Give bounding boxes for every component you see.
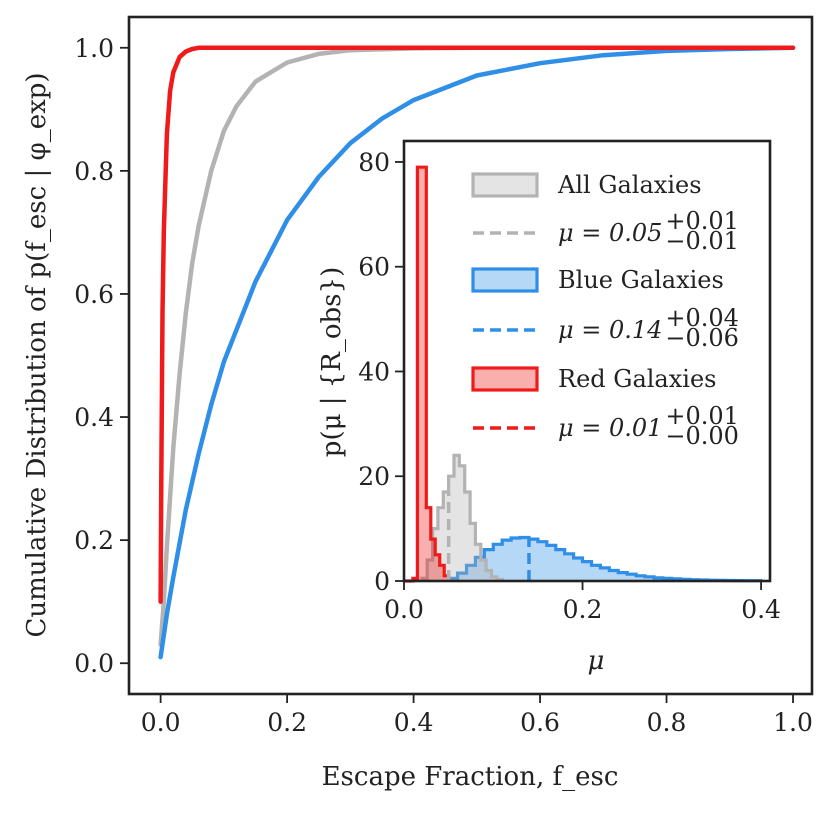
legend-item-1-label: μ = 0.05 <box>558 219 662 247</box>
cdf-curve-blue-galaxies <box>158 45 796 660</box>
main-x-tick-label: 0.8 <box>647 708 687 737</box>
main-y-tick-label: 0.0 <box>74 649 114 678</box>
legend-item-5-label: μ = 0.01 <box>558 414 662 442</box>
inset-x-axis-label: μ <box>588 646 605 676</box>
main-y-axis-label: Cumulative Distribution of p(f_esc | φ_e… <box>22 72 52 637</box>
cdf-curves <box>158 45 796 660</box>
legend-item-1-mu: μ = 0.05 <box>558 219 662 247</box>
legend-item-3-sub: −0.06 <box>665 324 739 352</box>
main-x-ticks: 0.0 0.2 0.4 0.6 0.8 1.0 <box>141 694 813 737</box>
main-x-tick-label: 0.0 <box>141 708 181 737</box>
legend-item-3-label: μ = 0.14 <box>558 316 662 344</box>
inset-histograms <box>404 165 763 583</box>
cdf-curve-red-galaxies <box>158 45 796 604</box>
legend-item-4-label: Red Galaxies <box>558 365 716 393</box>
inset-y-tick-label: 60 <box>358 253 390 282</box>
legend-item-3-mu: μ = 0.14 <box>558 316 662 344</box>
main-x-tick-label: 0.4 <box>394 708 434 737</box>
main-x-tick-label: 1.0 <box>773 708 813 737</box>
inset-x-tick-label: 0.2 <box>563 595 603 624</box>
main-y-ticks: 0.0 0.2 0.4 0.6 0.8 1.0 <box>74 34 129 678</box>
main-y-tick-label: 0.2 <box>74 526 114 555</box>
inset-y-tick-label: 80 <box>358 148 390 177</box>
legend-item-3-sup: +0.04 <box>665 304 739 332</box>
x-label-text: Escape Fraction, f_esc <box>322 762 619 792</box>
main-x-tick-label: 0.2 <box>267 708 307 737</box>
legend-item-2-swatch <box>471 267 539 293</box>
hist-step-red-galaxies <box>404 165 451 583</box>
inset-y-ticks: 0 20 40 60 80 <box>358 148 404 596</box>
legend-item-5-sub: −0.00 <box>665 422 739 450</box>
inset-x-tick-label: 0.0 <box>384 595 424 624</box>
main-y-tick-label: 0.4 <box>74 403 114 432</box>
legend-item-5-mu: μ = 0.01 <box>558 414 662 442</box>
inset-y-tick-label: 40 <box>358 357 390 386</box>
main-y-tick-label: 0.6 <box>74 280 114 309</box>
hist-fill-blue-galaxies <box>448 537 762 581</box>
inset-plot-frame <box>402 139 772 583</box>
y-label-text: Cumulative Distribution of p(f_esc | φ_e… <box>22 72 52 637</box>
legend-item-5-sup: +0.01 <box>665 402 739 430</box>
inset-y-tick-label: 20 <box>358 462 390 491</box>
main-plot-frame <box>127 15 814 696</box>
legend-item-2-label: Blue Galaxies <box>558 266 724 294</box>
inset-histogram-axes: 0.0 0.2 0.4 0 20 40 60 80 μ p(μ | {R_obs}) All… <box>317 139 781 676</box>
legend-item-0-label: All Galaxies <box>557 171 702 199</box>
legend-item-1-sub: −0.01 <box>665 227 739 255</box>
main-x-axis-label: Escape Fraction, f_esc <box>322 762 619 792</box>
legend-item-4-swatch <box>471 366 539 392</box>
inset-x-tick-label: 0.4 <box>741 595 781 624</box>
main-x-tick-label: 0.6 <box>520 708 560 737</box>
inset-background <box>404 141 770 581</box>
inset-x-ticks: 0.0 0.2 0.4 <box>384 581 781 624</box>
legend-item-0-swatch <box>471 172 539 198</box>
main-y-tick-label: 0.8 <box>74 157 114 186</box>
legend-item-1-sup: +0.01 <box>665 207 739 235</box>
main-cdf-axes: 0.0 0.2 0.4 0.6 0.8 1.0 0.0 0.2 0.4 0.6 0.8 1.0 Es… <box>22 15 814 792</box>
main-y-tick-label: 1.0 <box>74 34 114 63</box>
inset-y-axis-label: p(μ | {R_obs}) <box>317 267 347 457</box>
inset-y-tick-label: 0 <box>374 567 390 596</box>
hist-fill-all-galaxies <box>421 455 503 581</box>
hist-step-all-galaxies <box>420 453 504 581</box>
